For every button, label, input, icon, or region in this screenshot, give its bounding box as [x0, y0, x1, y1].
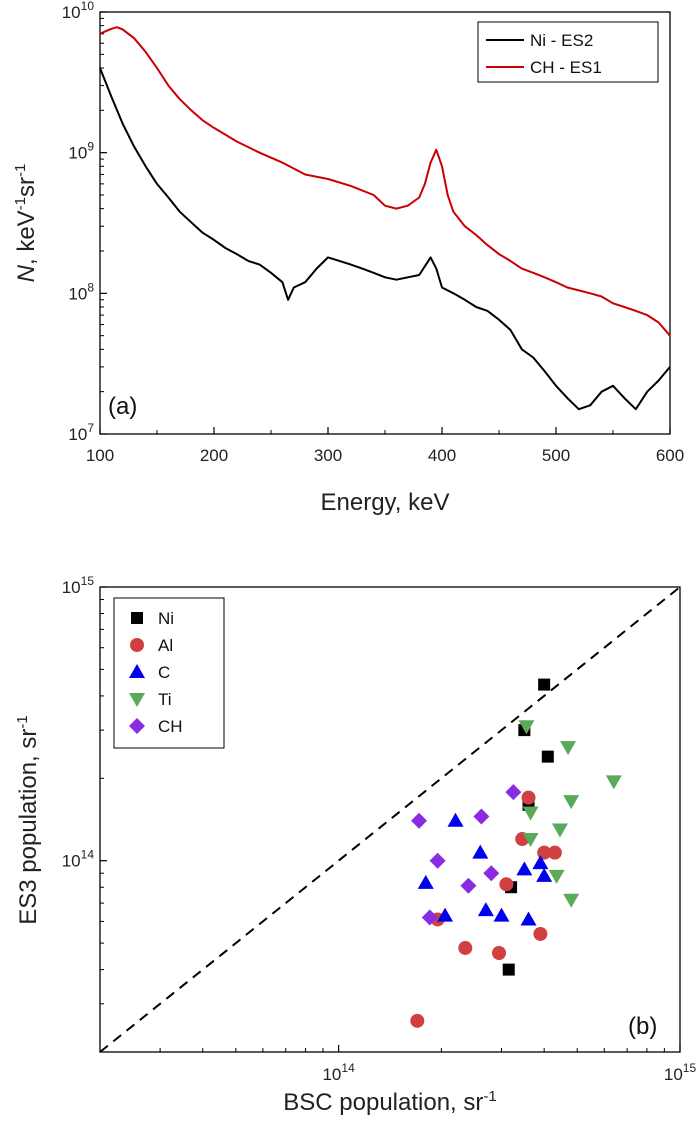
legend-marker-al — [130, 638, 144, 652]
point-c — [477, 902, 494, 917]
y-tick-label: 108 — [68, 280, 94, 303]
legend-label-ch: CH — [158, 717, 183, 736]
y-tick-label: 107 — [68, 421, 94, 444]
panel-a-y-axis-title: N, keV-1sr-1 — [12, 164, 40, 283]
point-ni — [538, 678, 551, 691]
y-title-sup1: -1 — [12, 197, 29, 210]
point-al — [410, 1013, 425, 1028]
y-title-text: ES3 population, sr — [15, 729, 42, 925]
x-tick-label: 300 — [314, 446, 342, 465]
y-tick-label: 1015 — [62, 574, 95, 597]
x-title-text: BSC population, sr — [283, 1089, 483, 1116]
x-title-sup: -1 — [483, 1088, 496, 1105]
y-title-sup2: -1 — [12, 164, 29, 177]
point-ti — [551, 823, 568, 838]
point-ti — [548, 869, 565, 884]
point-ch — [421, 909, 438, 926]
panel-b: 1014 1015 1014 1015 Ni Al C Ti CH (b) BSC p… — [14, 574, 696, 1116]
point-ti — [563, 795, 580, 810]
panel-a-label: (a) — [108, 393, 137, 420]
legend-marker-ti — [129, 693, 145, 707]
point-c — [516, 861, 533, 876]
point-ti — [560, 741, 577, 756]
point-ti — [518, 720, 535, 735]
x-tick-label: 1014 — [322, 1061, 355, 1084]
x-tick-label: 400 — [428, 446, 456, 465]
point-ch — [473, 808, 490, 825]
legend-label-al: Al — [158, 636, 173, 655]
point-c — [536, 867, 553, 882]
panel-b-x-axis-title: BSC population, sr-1 — [283, 1088, 496, 1116]
panel-a-ticks: 100 200 300 400 500 600 107 108 109 1010 — [62, 0, 684, 465]
point-ti — [605, 775, 622, 790]
panel-b-y-axis-title: ES3 population, sr-1 — [14, 715, 42, 924]
point-al — [547, 845, 562, 860]
y-title-italic: N — [13, 264, 40, 282]
point-c — [472, 844, 489, 859]
y-tick-label: 1014 — [62, 848, 95, 871]
point-c — [520, 911, 537, 926]
panel-a-x-axis-title: Energy, keV — [321, 489, 450, 516]
series-line-ch-es1 — [99, 26, 671, 337]
point-ch — [483, 865, 500, 882]
point-ch — [411, 812, 428, 829]
y-title-mid: sr — [13, 177, 40, 197]
x-tick-label: 200 — [200, 446, 228, 465]
point-ni — [541, 750, 554, 763]
point-ch — [505, 784, 522, 801]
legend-label-ni-es2: Ni - ES2 — [530, 31, 593, 50]
point-al — [492, 945, 507, 960]
panel-b-plot-frame — [99, 586, 681, 1053]
panel-a-legend: Ni - ES2 CH - ES1 — [477, 21, 659, 83]
point-al — [533, 926, 548, 941]
legend-label-ch-es1: CH - ES1 — [530, 58, 602, 77]
legend-label-c: C — [158, 663, 170, 682]
series-line-ni-es2 — [99, 67, 671, 411]
panel-b-reference-line — [99, 586, 681, 1053]
panel-b-legend: Ni Al C Ti CH — [113, 597, 225, 749]
point-c — [417, 874, 434, 889]
panel-a-series — [99, 26, 671, 411]
point-ti — [563, 893, 580, 908]
point-ti — [522, 806, 539, 821]
legend-box — [477, 21, 659, 83]
legend-marker-ni — [131, 612, 143, 624]
point-c — [532, 855, 549, 870]
point-ni — [502, 963, 515, 976]
point-ch — [429, 852, 446, 869]
point-c — [493, 907, 510, 922]
y-title-rest: , keV — [13, 210, 40, 265]
point-c — [437, 907, 454, 922]
x-tick-label: 500 — [542, 446, 570, 465]
panel-b-label: (b) — [628, 1013, 657, 1040]
point-al — [499, 877, 514, 892]
x-tick-label: 100 — [86, 446, 114, 465]
legend-marker-c — [129, 664, 145, 678]
y-tick-label: 1010 — [62, 0, 95, 22]
panel-a: 100 200 300 400 500 600 107 108 109 1010 Ni - ES2… — [12, 0, 684, 516]
legend-label-ni: Ni — [158, 609, 174, 628]
point-al — [521, 790, 536, 805]
point-c — [447, 812, 464, 827]
x-tick-label: 600 — [656, 446, 684, 465]
y-tick-label: 109 — [68, 140, 94, 163]
point-ch — [460, 877, 477, 894]
point-ti — [522, 833, 539, 848]
y-title-sup: -1 — [14, 715, 31, 728]
legend-label-ti: Ti — [158, 690, 172, 709]
panel-b-points — [410, 678, 622, 1028]
panel-b-ticks: 1014 1015 1014 1015 — [62, 574, 697, 1084]
x-tick-label: 1015 — [664, 1061, 697, 1084]
point-al — [458, 940, 473, 955]
legend-marker-ch — [129, 718, 145, 734]
